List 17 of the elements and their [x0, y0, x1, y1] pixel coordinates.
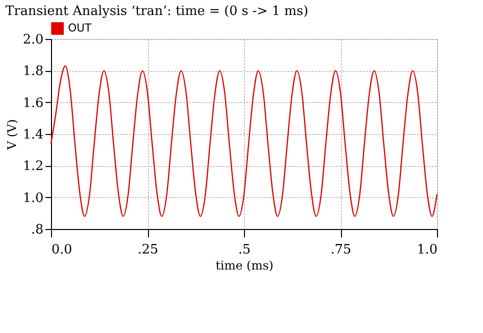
- y-tick-label: 1.8: [22, 64, 44, 80]
- y-tick-label: 1.4: [22, 128, 44, 142]
- x-tick-label: 0.0: [52, 242, 72, 258]
- y-tick-label: 1.0: [22, 190, 44, 206]
- x-tick-label: .75: [330, 242, 352, 258]
- chart-title: Transient Analysis ‘tran’: time = (0 s -> 1 ms): [5, 4, 308, 19]
- x-tick-label: .25: [138, 242, 158, 258]
- y-axis-title: V (V): [4, 119, 19, 151]
- x-tick-label: .5: [238, 242, 251, 258]
- x-axis-title: time (ms): [216, 258, 274, 272]
- y-tick-label: .8: [31, 222, 44, 238]
- y-tick-label: 2.0: [22, 32, 44, 48]
- y-tick-label: 1.6: [22, 96, 44, 111]
- y-tick-label: 1.2: [22, 159, 44, 174]
- x-tick-label: 1.0: [416, 242, 438, 258]
- line-series: [50, 65, 438, 217]
- legend-label: OUT: [68, 22, 92, 34]
